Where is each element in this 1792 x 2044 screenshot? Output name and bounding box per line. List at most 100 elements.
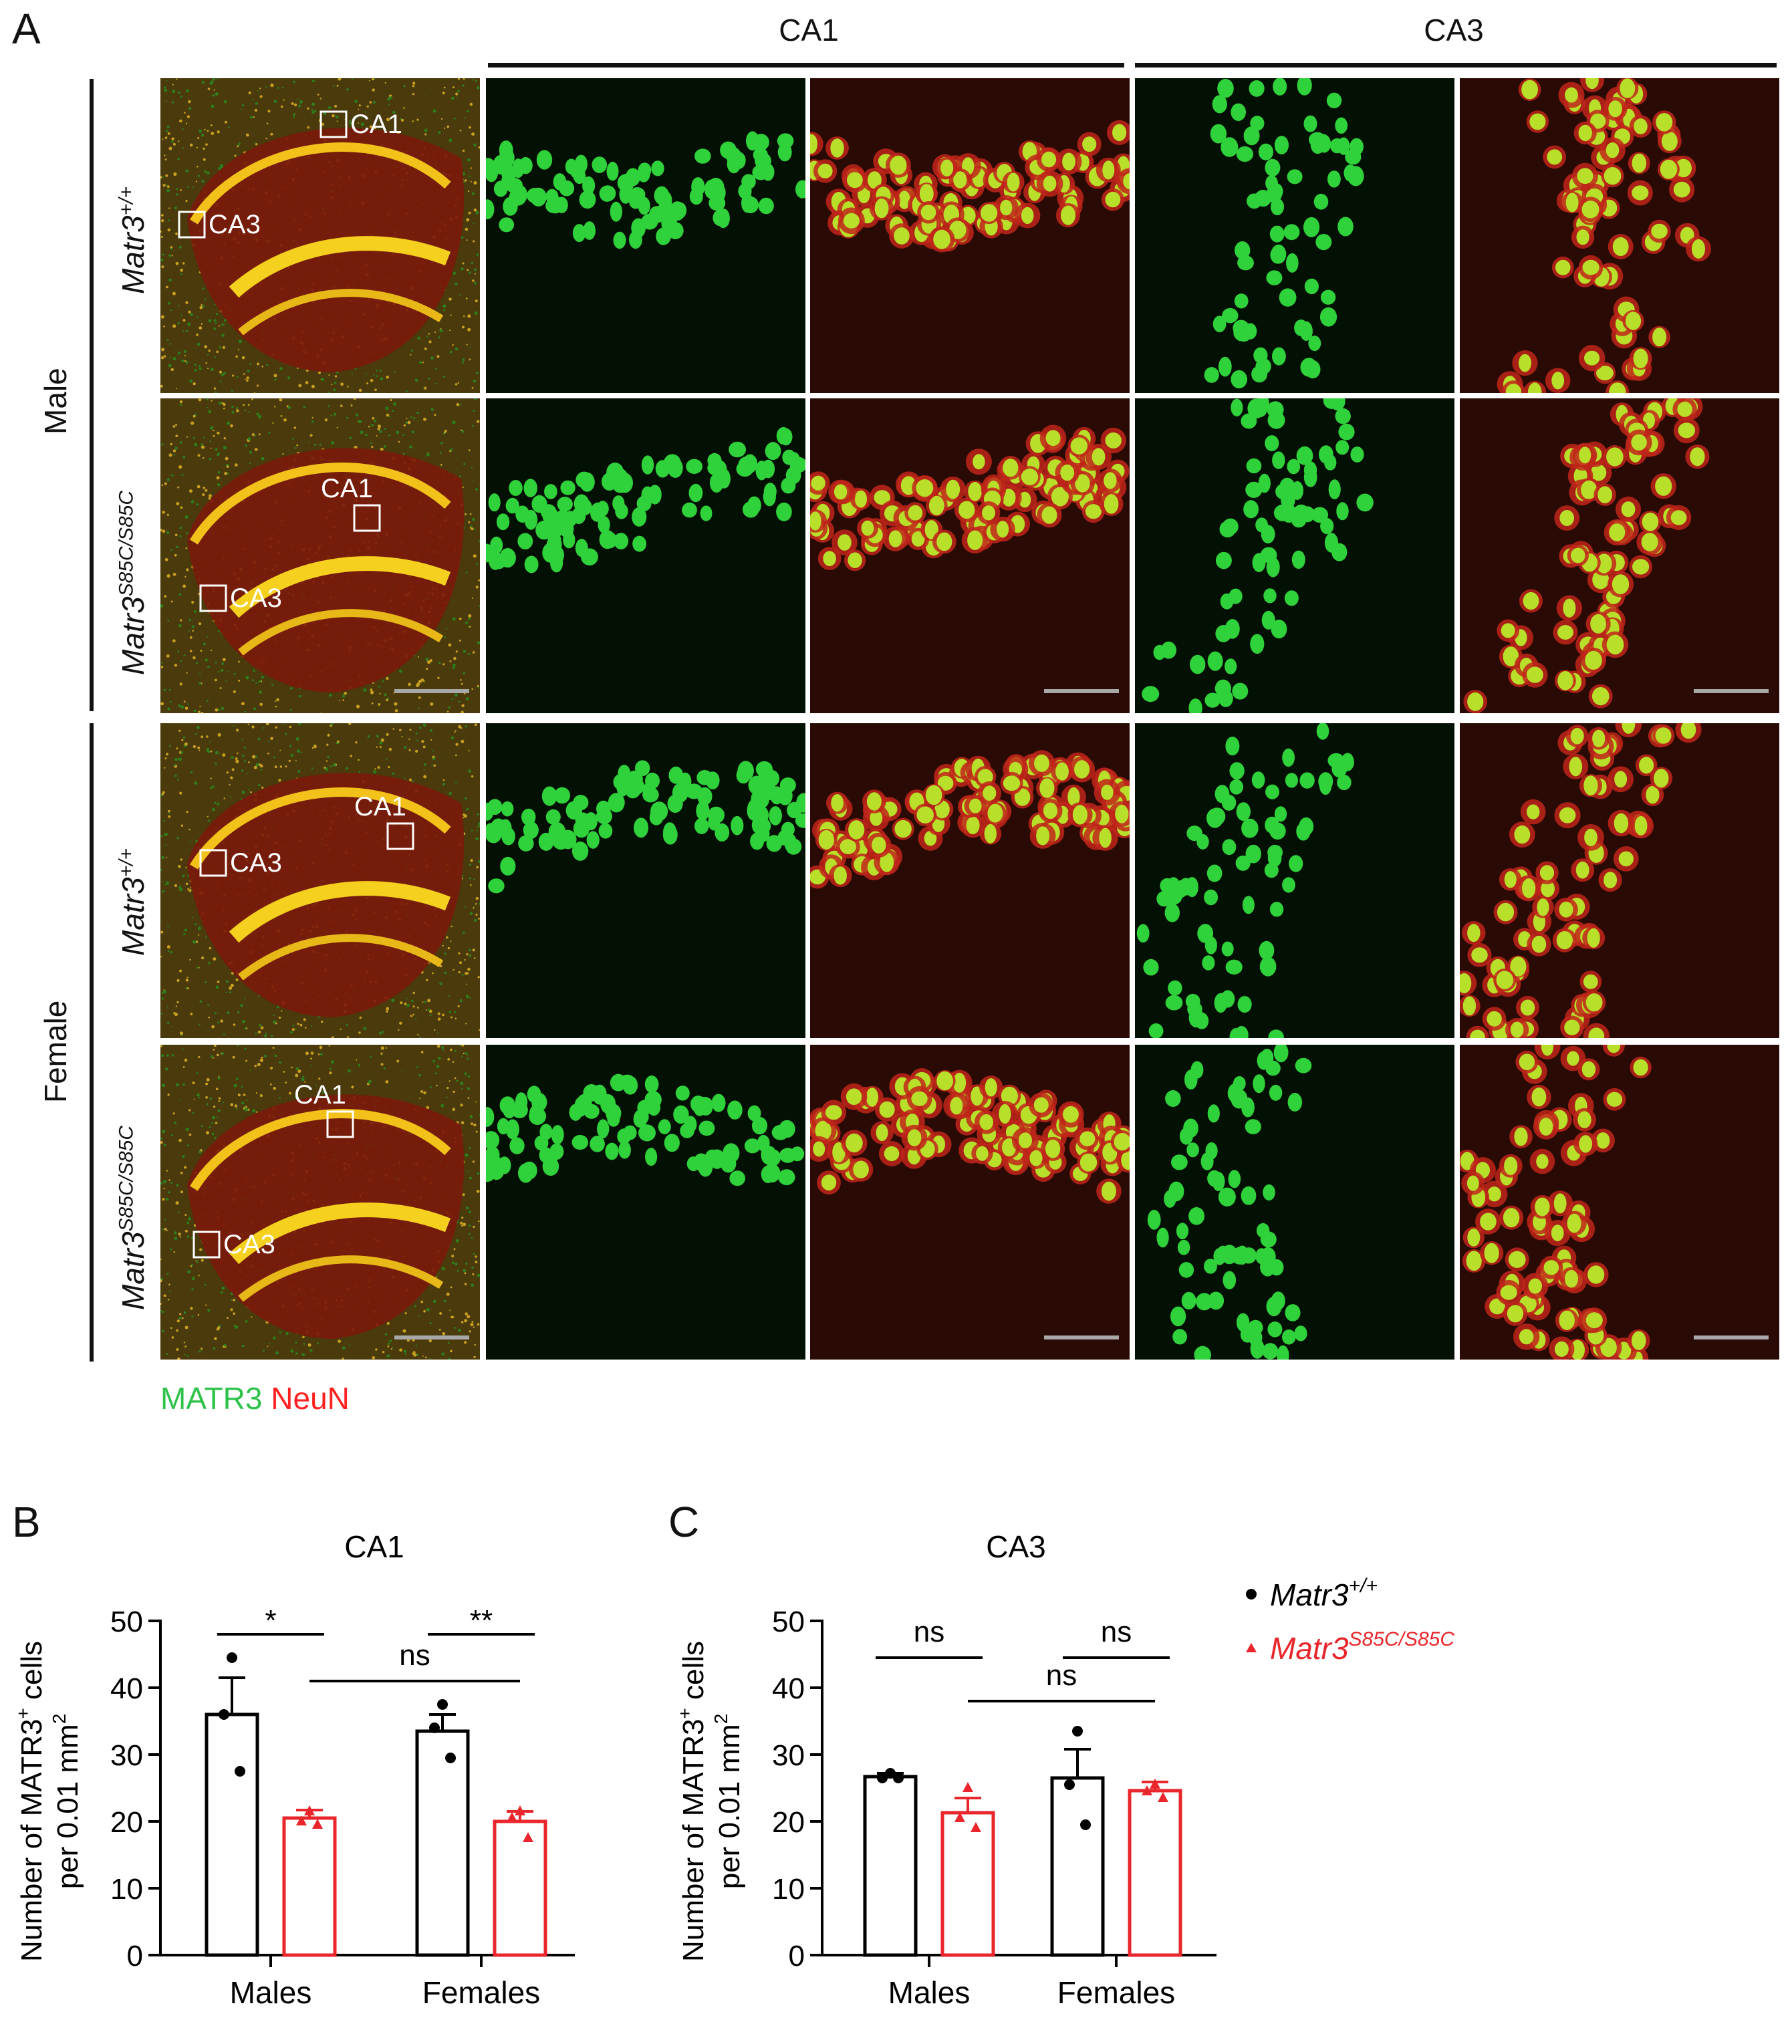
ca1-chart-ylabel: Number of MATR3+ cellsper 0.01 mm2	[13, 1641, 84, 1962]
ca1-chart-point	[523, 1832, 533, 1842]
ca1-chart-point	[445, 1753, 456, 1763]
ca3-chart-bar	[1128, 1789, 1182, 1957]
scale-bar	[1044, 689, 1119, 693]
female-bracket	[90, 723, 94, 1362]
legend-mut-marker	[1246, 1643, 1257, 1652]
micrograph-male-mut-ca1-green	[486, 398, 805, 713]
scale-bar	[394, 689, 469, 693]
genotype-label-male-mut: Matr3S85C/S85C	[115, 490, 150, 675]
micrograph-male-wt-ca1-green	[486, 78, 805, 393]
legend-wt-label: Matr3+/+	[1270, 1575, 1378, 1612]
ca3-chart-ylabel: Number of MATR3+ cellsper 0.01 mm2	[674, 1641, 746, 1962]
ca1-chart-ytick-label: 10	[110, 1873, 143, 1906]
ca1-chart-ytick-label: 30	[110, 1739, 143, 1772]
ca3-chart-bar	[940, 1811, 995, 1957]
ca1-chart-point	[296, 1815, 307, 1825]
ca3-chart-ytick-label: 0	[789, 1940, 805, 1972]
ca3-chart-point	[1080, 1819, 1091, 1830]
micrograph-male-wt-ca3-green	[1135, 78, 1454, 393]
roi-label-ca1: CA1	[294, 1080, 346, 1110]
micrograph-female-wt-ca1-merge	[810, 723, 1130, 1038]
legend-wt-marker	[1246, 1589, 1257, 1600]
ca1-chart-bar	[493, 1819, 547, 1957]
ca1-chart-title: CA1	[344, 1529, 404, 1564]
micrograph-female-wt-ca3-green	[1135, 723, 1454, 1038]
ca3-chart-point	[954, 1812, 965, 1822]
ca1-chart-ytick-label: 20	[110, 1806, 143, 1839]
ca1-chart-point	[312, 1819, 323, 1829]
roi-box-ca1	[353, 504, 381, 532]
ca3-chart-point	[963, 1782, 973, 1792]
ca3-chart-point	[971, 1822, 981, 1832]
panel-c-letter: C	[668, 1498, 700, 1546]
roi-box-ca3	[178, 211, 206, 239]
ca1-chart-bar	[282, 1816, 337, 1957]
ca3-chart-point	[1150, 1779, 1160, 1789]
roi-label-ca3: CA3	[209, 210, 261, 239]
chart-ca3: CA3 Number of MATR3+ cellsper 0.01 mm2 0 10…	[674, 1529, 1217, 2010]
panel-a-letter: A	[12, 5, 41, 53]
ca1-chart-ytick-label: 0	[127, 1940, 143, 1972]
ca1-chart-significance-label: ns	[399, 1639, 430, 1672]
genotype-label-female-mut: Matr3S85C/S85C	[115, 1125, 150, 1310]
ca1-chart-point	[515, 1805, 525, 1815]
ca1-chart-point	[219, 1709, 229, 1720]
micrograph-female-wt-ca3-merge	[1460, 723, 1779, 1038]
genotype-label-male-wt: Matr3+/+	[115, 186, 150, 294]
roi-label-ca3: CA3	[230, 848, 282, 878]
micrograph-female-wt-overview: CA1 CA3	[160, 723, 480, 1038]
scale-bar	[1694, 1335, 1769, 1339]
ca1-chart-significance-label: **	[470, 1604, 493, 1637]
micrograph-female-mut-ca3-green	[1135, 1045, 1454, 1360]
roi-box-ca1	[386, 822, 414, 850]
ca1-chart-point	[437, 1699, 448, 1710]
ca1-chart-bar	[205, 1712, 259, 1957]
ca3-chart-ytick-label: 50	[772, 1606, 805, 1638]
col-header-ca3: CA3	[1424, 13, 1484, 47]
roi-label-ca1: CA1	[321, 474, 373, 503]
ca1-chart-category-label: Males	[230, 1975, 312, 2010]
ca3-chart-significance-label: ns	[1101, 1616, 1132, 1648]
stain-legend-neun: NeuN	[271, 1381, 350, 1416]
ca3-chart-title: CA3	[986, 1529, 1045, 1564]
genotype-legend: Matr3+/+ Matr3S85C/S85C	[1246, 1575, 1454, 1664]
col-header-ca3-rule	[1135, 63, 1777, 68]
ca1-chart-point	[429, 1722, 440, 1733]
roi-box-ca1	[326, 1110, 354, 1138]
ca3-chart-point	[885, 1768, 896, 1779]
micrograph-male-mut-ca3-merge	[1460, 398, 1779, 713]
stain-legend: MATR3 NeuN	[160, 1380, 350, 1416]
ca3-chart-category-label: Females	[1057, 1975, 1175, 2010]
micrograph-female-mut-overview: CA1 CA3	[160, 1045, 480, 1360]
micrograph-female-mut-ca1-green	[486, 1045, 805, 1360]
ca1-chart-bar	[415, 1729, 470, 1957]
ca1-chart-category-label: Females	[422, 1975, 540, 2010]
ca3-chart-significance-label: ns	[914, 1616, 944, 1648]
roi-label-ca3: CA3	[223, 1230, 275, 1259]
micrograph-male-wt-ca3-merge	[1460, 78, 1779, 393]
ca1-chart-ytick-label: 50	[110, 1606, 143, 1638]
scale-bar	[1694, 689, 1769, 693]
micrograph-male-wt-ca1-merge	[810, 78, 1130, 393]
ca3-chart-significance-label: ns	[1046, 1659, 1077, 1692]
stain-legend-matr3: MATR3	[160, 1381, 263, 1416]
roi-box-ca3	[199, 584, 227, 612]
roi-label-ca1: CA1	[350, 110, 402, 139]
col-header-ca1-rule	[488, 63, 1124, 68]
micrograph-female-mut-ca3-merge	[1460, 1045, 1779, 1360]
ca1-chart-point	[235, 1766, 245, 1777]
ca3-chart-ytick-label: 20	[772, 1806, 805, 1839]
ca3-chart-ytick-label: 40	[772, 1672, 805, 1705]
sex-label-female: Female	[38, 1000, 73, 1103]
ca1-chart-point	[507, 1812, 517, 1822]
micrograph-male-mut-overview: CA1 CA3	[160, 398, 480, 713]
micrograph-female-wt-ca1-green	[486, 723, 805, 1038]
ca3-chart-point	[893, 1773, 904, 1783]
male-bracket	[90, 79, 94, 711]
ca3-chart-point	[1072, 1726, 1083, 1737]
ca3-chart-point	[1158, 1792, 1168, 1802]
micrograph-male-mut-ca3-green	[1135, 398, 1454, 713]
legend-mut-label: Matr3S85C/S85C	[1270, 1628, 1454, 1664]
scale-bar	[394, 1335, 469, 1339]
micrograph-male-mut-ca1-merge	[810, 398, 1130, 713]
